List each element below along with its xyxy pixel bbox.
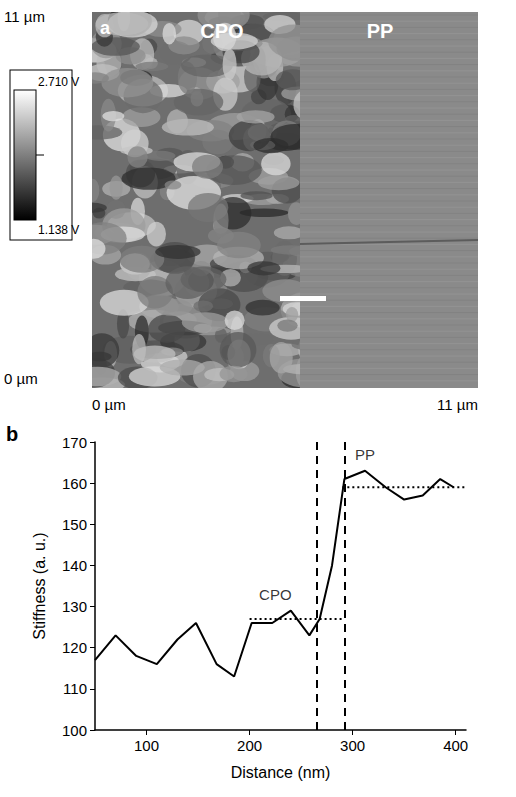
svg-text:PP: PP	[355, 446, 375, 463]
svg-text:Stiffness (a. u.): Stiffness (a. u.)	[31, 532, 48, 639]
svg-text:0 µm: 0 µm	[4, 370, 38, 387]
svg-text:Distance (nm): Distance (nm)	[231, 764, 331, 781]
svg-text:1.138 V: 1.138 V	[38, 223, 79, 237]
svg-text:100: 100	[134, 737, 159, 754]
svg-text:b: b	[6, 423, 18, 445]
svg-text:130: 130	[62, 598, 87, 615]
svg-text:2.710 V: 2.710 V	[38, 75, 79, 89]
svg-text:400: 400	[443, 737, 468, 754]
svg-text:120: 120	[62, 639, 87, 656]
svg-text:200: 200	[237, 737, 262, 754]
svg-text:110: 110	[63, 680, 87, 697]
svg-text:CPO: CPO	[200, 20, 243, 42]
svg-text:150: 150	[62, 516, 87, 533]
svg-text:170: 170	[62, 434, 87, 451]
svg-text:11 µm: 11 µm	[4, 8, 45, 25]
svg-text:300: 300	[340, 737, 365, 754]
svg-text:CPO: CPO	[259, 586, 292, 603]
svg-text:a: a	[100, 18, 111, 38]
svg-text:140: 140	[62, 557, 87, 574]
svg-text:160: 160	[62, 475, 87, 492]
svg-text:11 µm: 11 µm	[437, 396, 478, 413]
svg-text:100: 100	[62, 722, 87, 739]
svg-text:PP: PP	[367, 20, 394, 42]
svg-text:0 µm: 0 µm	[92, 396, 126, 413]
